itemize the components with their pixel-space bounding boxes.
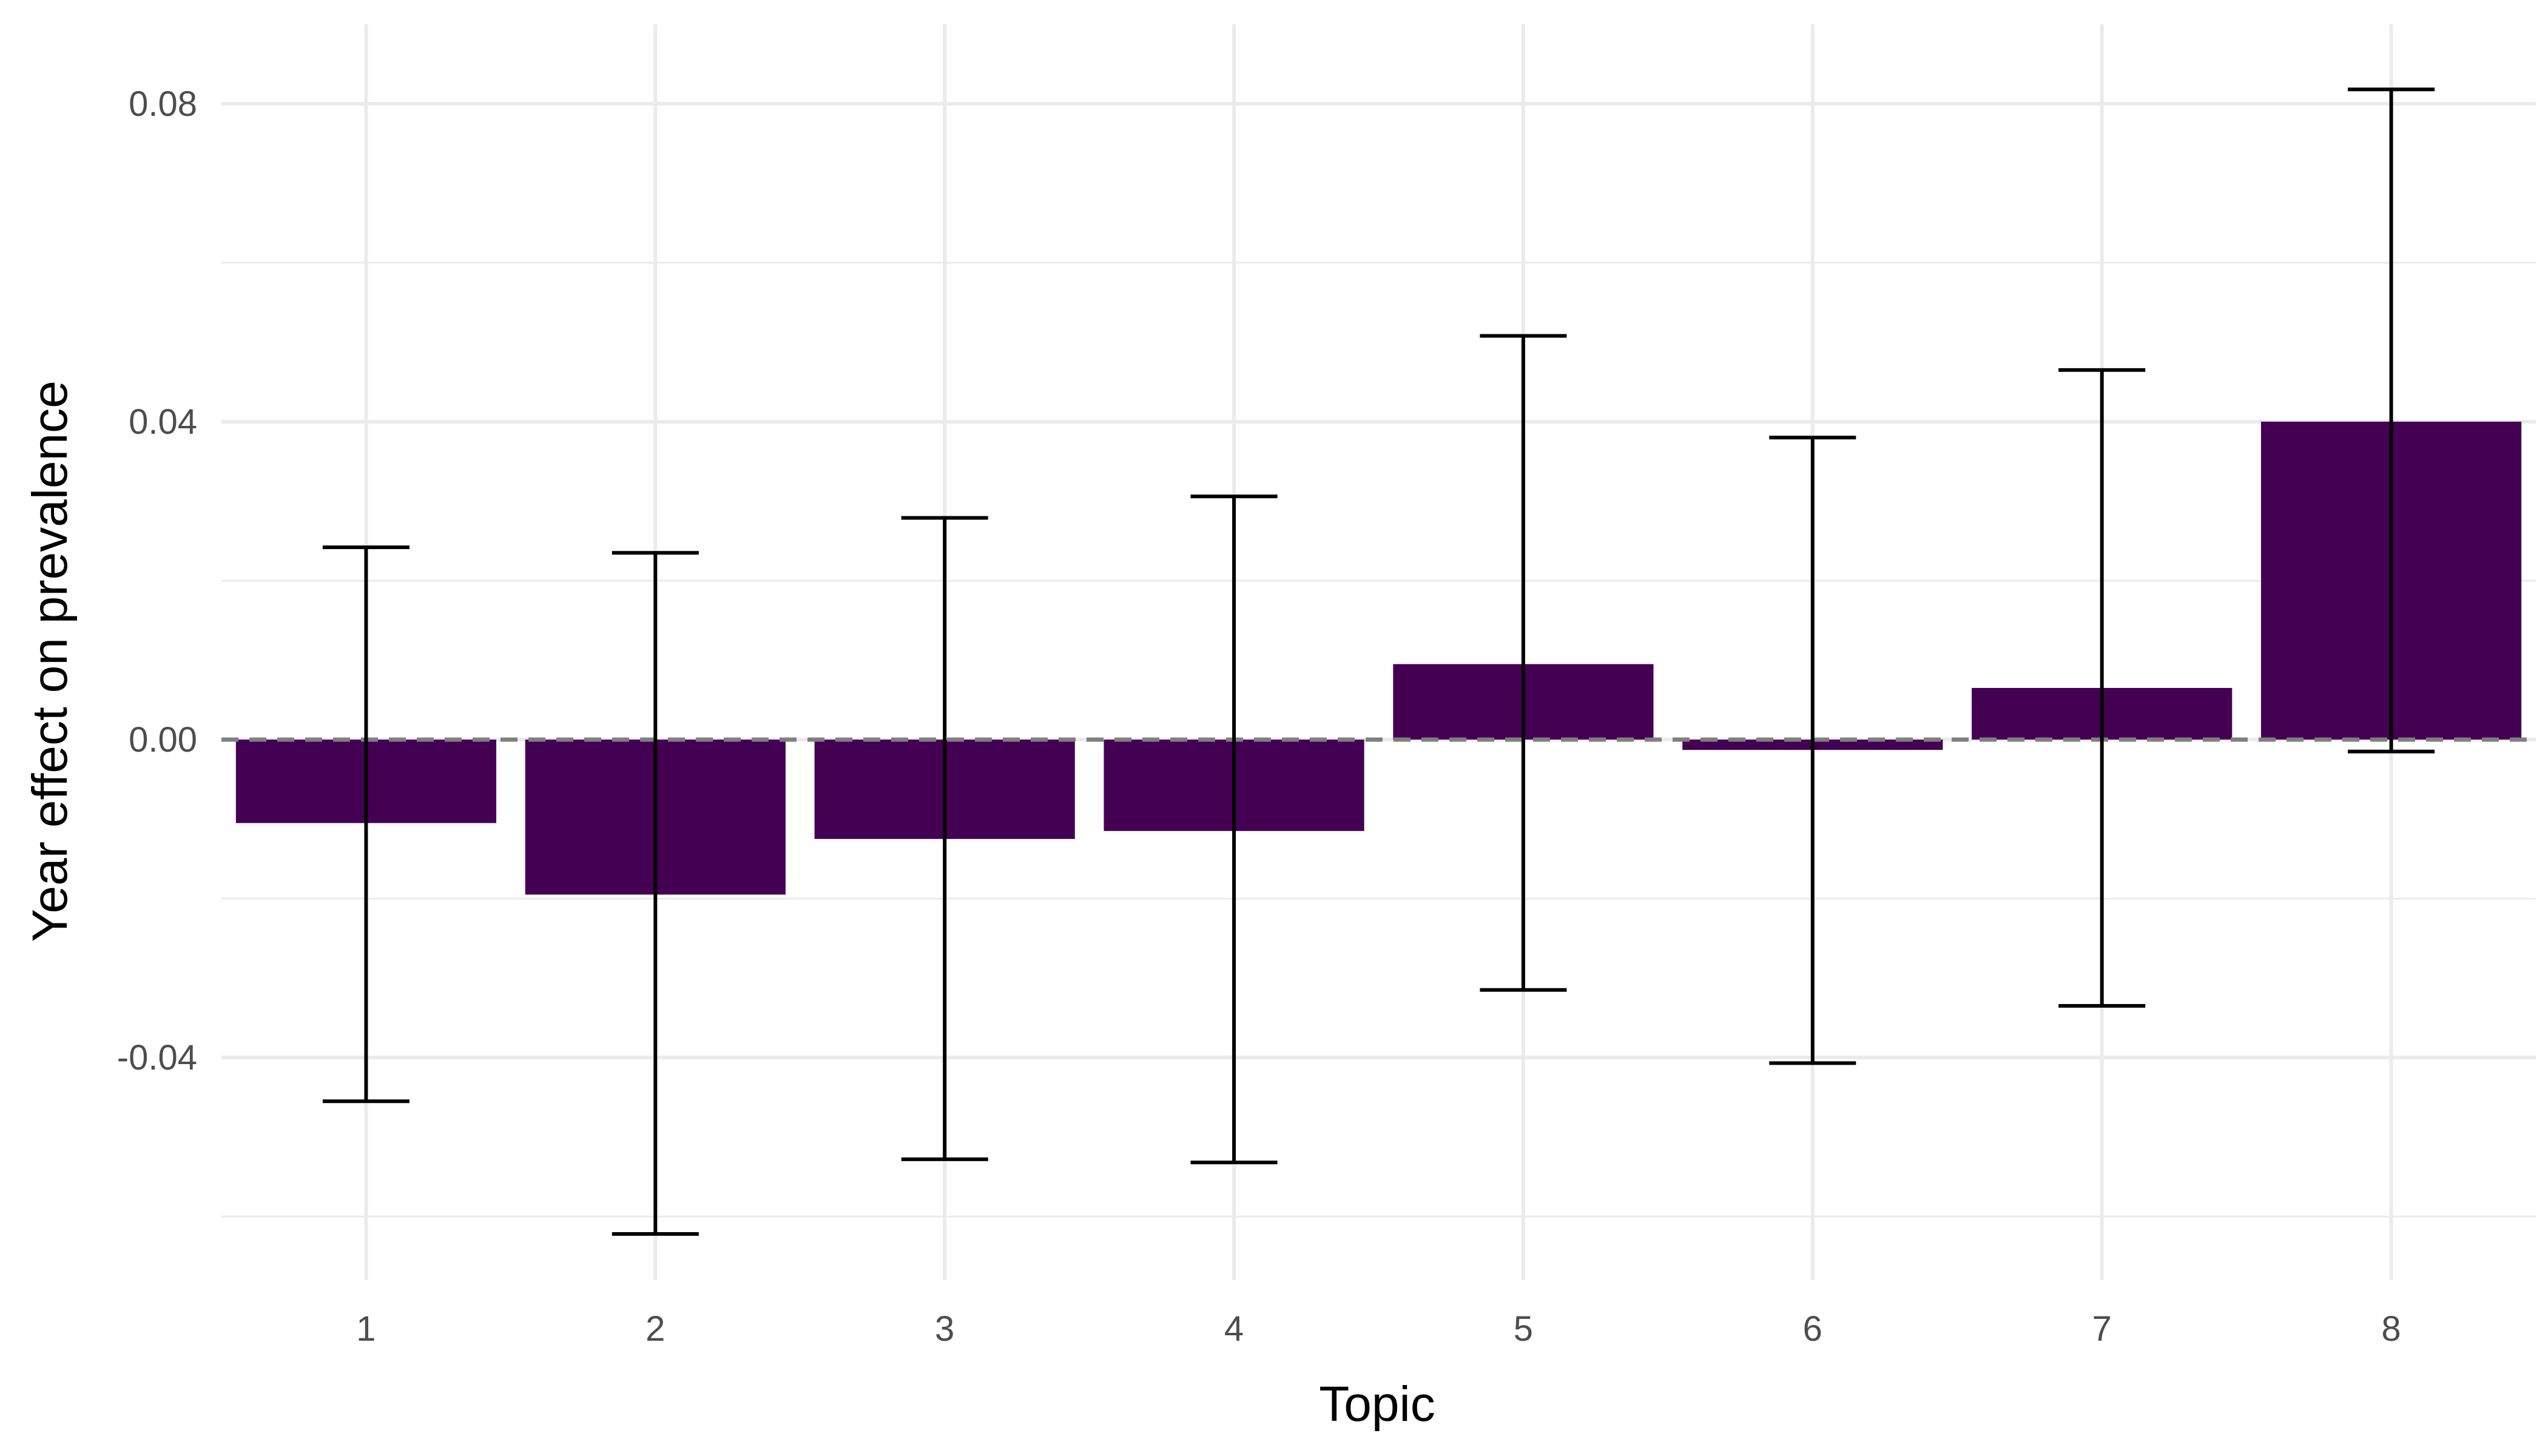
y-tick-label: -0.04: [117, 1038, 197, 1077]
error-bar-topic-7: [2058, 368, 2146, 1008]
x-tick-label: 8: [2381, 1309, 2401, 1349]
x-tick-label: 5: [1514, 1309, 1533, 1349]
y-tick-labels: -0.04 0.00 0.04 0.08: [117, 84, 197, 1077]
y-tick-label: 0.08: [129, 84, 197, 124]
y-tick-label: 0.04: [129, 402, 197, 442]
minor-gridlines: [221, 261, 2536, 1218]
x-tick-label: 2: [645, 1309, 665, 1349]
error-bars: [322, 87, 2435, 1236]
y-tick-label: 0.00: [129, 720, 197, 760]
error-bar-topic-1: [322, 545, 410, 1104]
x-axis-title: Topic: [1319, 1377, 1435, 1432]
x-tick-label: 4: [1224, 1309, 1244, 1349]
error-bar-topic-6: [1769, 436, 1856, 1065]
error-bar-topic-8: [2348, 87, 2435, 753]
error-bar-topic-4: [1190, 494, 1278, 1165]
bars: [235, 422, 2522, 895]
y-axis-title: Year effect on prevalence: [22, 380, 78, 942]
x-tick-label: 6: [1803, 1309, 1822, 1349]
error-bar-topic-3: [901, 516, 988, 1161]
x-tick-label: 7: [2092, 1309, 2112, 1349]
error-bar-topic-5: [1480, 334, 1567, 992]
major-gridlines: [221, 24, 2536, 1280]
x-tick-label: 1: [356, 1309, 376, 1349]
x-tick-labels: 1 2 3 4 5 6 7 8: [356, 1309, 2401, 1349]
error-bar-topic-2: [612, 551, 699, 1236]
x-tick-label: 3: [935, 1309, 954, 1349]
